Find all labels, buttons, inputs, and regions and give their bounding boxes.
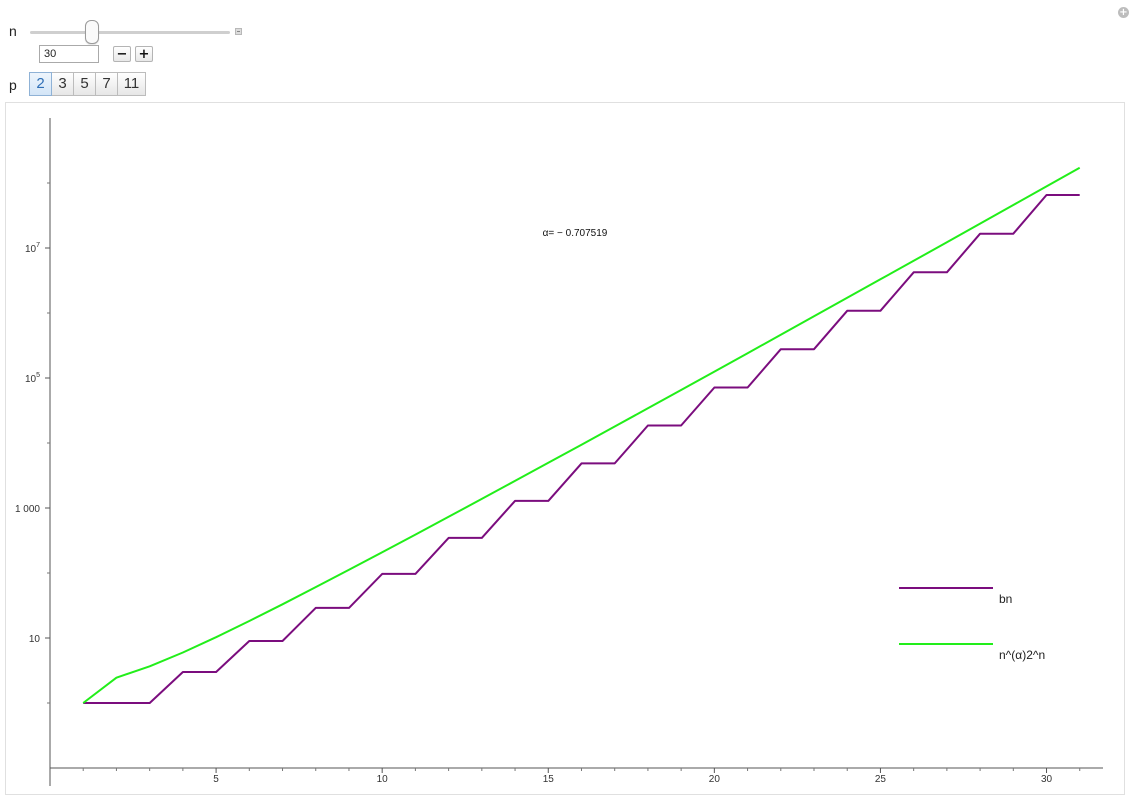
n-label: n xyxy=(9,23,17,39)
y-tick-label: 1 000 xyxy=(15,504,40,515)
series-n-2-n-line xyxy=(82,166,1081,704)
series-bn-line xyxy=(83,194,1080,704)
x-tick-label: 20 xyxy=(709,774,721,785)
y-tick-label: 107 xyxy=(25,242,40,255)
plot-frame xyxy=(5,102,1125,795)
x-tick-label: 15 xyxy=(543,774,555,785)
p-option-2[interactable]: 2 xyxy=(29,72,52,96)
n-slider-thumb[interactable] xyxy=(84,20,99,44)
p-option-11[interactable]: 11 xyxy=(117,72,146,96)
n-increment-button[interactable]: + xyxy=(135,46,153,62)
n-decrement-button[interactable]: − xyxy=(113,46,131,62)
y-tick-label: 10 xyxy=(29,634,41,645)
n-value-input[interactable] xyxy=(39,45,99,63)
legend-label-bn: bn xyxy=(999,592,1012,606)
x-tick-label: 10 xyxy=(377,774,389,785)
x-tick-label: 5 xyxy=(213,774,219,785)
alpha-annotation: α= − 0.707519 xyxy=(543,228,608,239)
legend-label-n-2-n: n^(α)2^n xyxy=(999,648,1045,662)
x-tick-label: 30 xyxy=(1041,774,1053,785)
y-tick-label: 105 xyxy=(25,372,40,385)
x-tick-label: 25 xyxy=(875,774,887,785)
p-label: p xyxy=(9,77,17,93)
n-slider[interactable] xyxy=(30,31,230,34)
p-setter-bar: 2 3 5 7 11 xyxy=(29,72,146,96)
plus-circle-icon[interactable]: + xyxy=(1118,7,1129,18)
slider-options-icon[interactable] xyxy=(235,28,242,35)
